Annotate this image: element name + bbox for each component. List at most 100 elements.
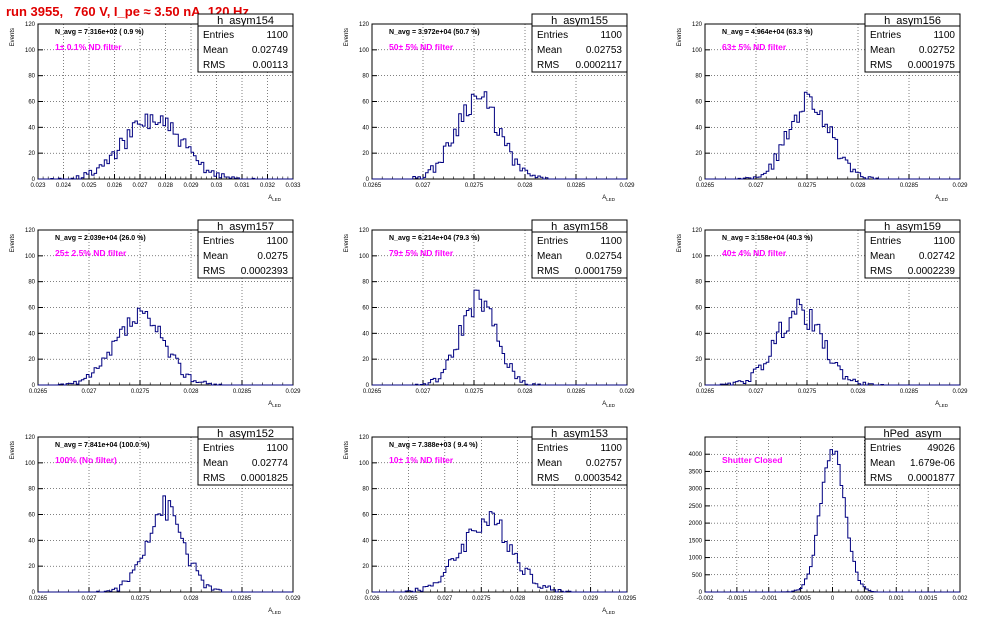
- stats-value: 1100: [933, 30, 955, 41]
- y-tick-label: 100: [359, 48, 370, 54]
- y-tick-label: 80: [362, 74, 369, 80]
- stats-value: 0.0002393: [241, 266, 289, 277]
- histogram-panel-h_asym158: 0.0265 0.027 0.0275 0.028 0.0285 0.029 0 20 40 60…: [344, 219, 635, 408]
- filter-label: 79± 5% ND filter: [389, 248, 454, 258]
- stats-key: Mean: [203, 45, 228, 56]
- y-tick-label: 120: [692, 22, 703, 28]
- stats-box: [864, 13, 961, 73]
- y-tick-label: 0: [366, 590, 370, 596]
- x-tick-label: 0.0265: [363, 389, 382, 395]
- x-tick-label: 0.027: [81, 389, 97, 395]
- y-tick-label: 120: [25, 435, 36, 441]
- x-tick-label: 0.0275: [465, 389, 484, 395]
- y-tick-label: 0: [32, 383, 36, 389]
- x-tick-label: 0.029: [952, 183, 968, 189]
- x-tick-label: 0.0275: [131, 389, 150, 395]
- histogram-panel-h_asym154: 0.023 0.024 0.025 0.026 0.027 0.028 0.029 0.03 0…: [10, 13, 301, 202]
- y-tick-label: 120: [359, 228, 370, 234]
- x-tick-label: 0.0285: [545, 596, 564, 602]
- y-tick-label: 60: [362, 306, 369, 312]
- histogram-panel-h_asym155: 0.0265 0.027 0.0275 0.028 0.0285 0.029 0 20 40 60…: [344, 13, 635, 202]
- histogram-panel-hPed_asym: -0.002 -0.0015 -0.001 -0.0005 0 0.0005 0.001 0.…: [689, 426, 968, 602]
- x-tick-label: 0.027: [81, 596, 97, 602]
- stats-key: RMS: [537, 266, 560, 277]
- histogram-line: [38, 307, 293, 386]
- stats-key: Entries: [537, 443, 568, 454]
- histogram-panel-h_asym153: 0.026 0.0265 0.027 0.0275 0.028 0.0285 0.029 0.…: [344, 426, 637, 615]
- x-tick-label: 0.024: [56, 183, 72, 189]
- y-tick-label: 80: [695, 280, 702, 286]
- stats-hist-name: h_asym152: [217, 428, 274, 440]
- y-axis-title: Events: [677, 28, 683, 46]
- stats-key: Entries: [870, 30, 901, 41]
- stats-value: 0.0001825: [241, 473, 289, 484]
- x-tick-label: 0.0275: [798, 389, 817, 395]
- stats-key: RMS: [203, 473, 226, 484]
- x-tick-label: 0.03: [211, 183, 223, 189]
- histogram-line: [372, 289, 627, 386]
- stats-hist-name: h_asym156: [884, 15, 941, 27]
- y-tick-label: 0: [366, 177, 370, 183]
- y-tick-label: 80: [695, 74, 702, 80]
- stats-hist-name: h_asym158: [551, 221, 608, 233]
- stats-key: Entries: [203, 30, 234, 41]
- x-tick-label: 0.026: [364, 596, 380, 602]
- stats-box: [197, 219, 294, 279]
- x-axis-title: ALED: [268, 608, 282, 615]
- stats-key: Mean: [870, 251, 895, 262]
- y-tick-label: 20: [362, 564, 369, 570]
- y-tick-label: 80: [362, 487, 369, 493]
- y-tick-label: 2000: [689, 521, 703, 527]
- x-axis-title: ALED: [268, 195, 282, 202]
- stats-value: 49026: [927, 443, 955, 454]
- stats-key: Mean: [537, 45, 562, 56]
- stats-key: Mean: [870, 45, 895, 56]
- y-tick-label: 100: [25, 48, 36, 54]
- x-tick-label: -0.0015: [727, 596, 748, 602]
- filter-label: 1± 0.1% ND filter: [55, 42, 122, 52]
- x-tick-label: 0.0285: [567, 389, 586, 395]
- y-tick-label: 100: [25, 254, 36, 260]
- histogram-panel-h_asym156: 0.0265 0.027 0.0275 0.028 0.0285 0.029 0 20 40 60…: [677, 13, 968, 202]
- n-avg-label: N_avg = 7.316e+02 ( 0.9 %): [55, 29, 144, 36]
- stats-value: 0.02749: [252, 45, 289, 56]
- filter-label: 25± 2.5% ND filter: [55, 248, 127, 258]
- stats-box: [531, 219, 628, 279]
- stats-key: Mean: [537, 458, 562, 469]
- stats-key: Entries: [203, 443, 234, 454]
- histogram-panel-h_asym159: 0.0265 0.027 0.0275 0.028 0.0285 0.029 0 20 40 60…: [677, 219, 968, 408]
- x-axis-title: ALED: [935, 401, 949, 408]
- x-tick-label: 0.0015: [919, 596, 938, 602]
- stats-value: 1100: [933, 236, 955, 247]
- y-tick-label: 80: [28, 280, 35, 286]
- x-tick-label: 0.028: [158, 183, 174, 189]
- filter-label: 10± 1% ND filter: [389, 455, 454, 465]
- x-tick-label: 0.0285: [233, 596, 252, 602]
- y-tick-label: 1000: [689, 556, 703, 562]
- x-tick-label: 0.027: [415, 389, 431, 395]
- y-tick-label: 40: [28, 331, 35, 337]
- stats-value: 1100: [266, 236, 288, 247]
- x-tick-label: 0.027: [415, 183, 431, 189]
- stats-key: RMS: [870, 60, 893, 71]
- y-tick-label: 40: [28, 125, 35, 131]
- y-tick-label: 100: [25, 461, 36, 467]
- y-tick-label: 3500: [689, 469, 703, 475]
- y-tick-label: 80: [362, 280, 369, 286]
- y-tick-label: 120: [25, 228, 36, 234]
- x-axis-title: ALED: [602, 195, 616, 202]
- y-tick-label: 20: [695, 357, 702, 363]
- x-tick-label: -0.002: [696, 596, 714, 602]
- y-tick-label: 40: [28, 538, 35, 544]
- y-tick-label: 60: [362, 513, 369, 519]
- x-tick-label: 0.0275: [798, 183, 817, 189]
- x-tick-label: 0.0265: [29, 389, 48, 395]
- x-tick-label: 0.028: [183, 596, 199, 602]
- stats-value: 1100: [600, 443, 622, 454]
- n-avg-label: N_avg = 4.964e+04 (63.3 %): [722, 29, 813, 36]
- x-tick-label: 0.028: [510, 596, 526, 602]
- stats-box: [864, 426, 961, 486]
- stats-key: Mean: [203, 458, 228, 469]
- x-axis-title: ALED: [935, 195, 949, 202]
- y-tick-label: 60: [695, 306, 702, 312]
